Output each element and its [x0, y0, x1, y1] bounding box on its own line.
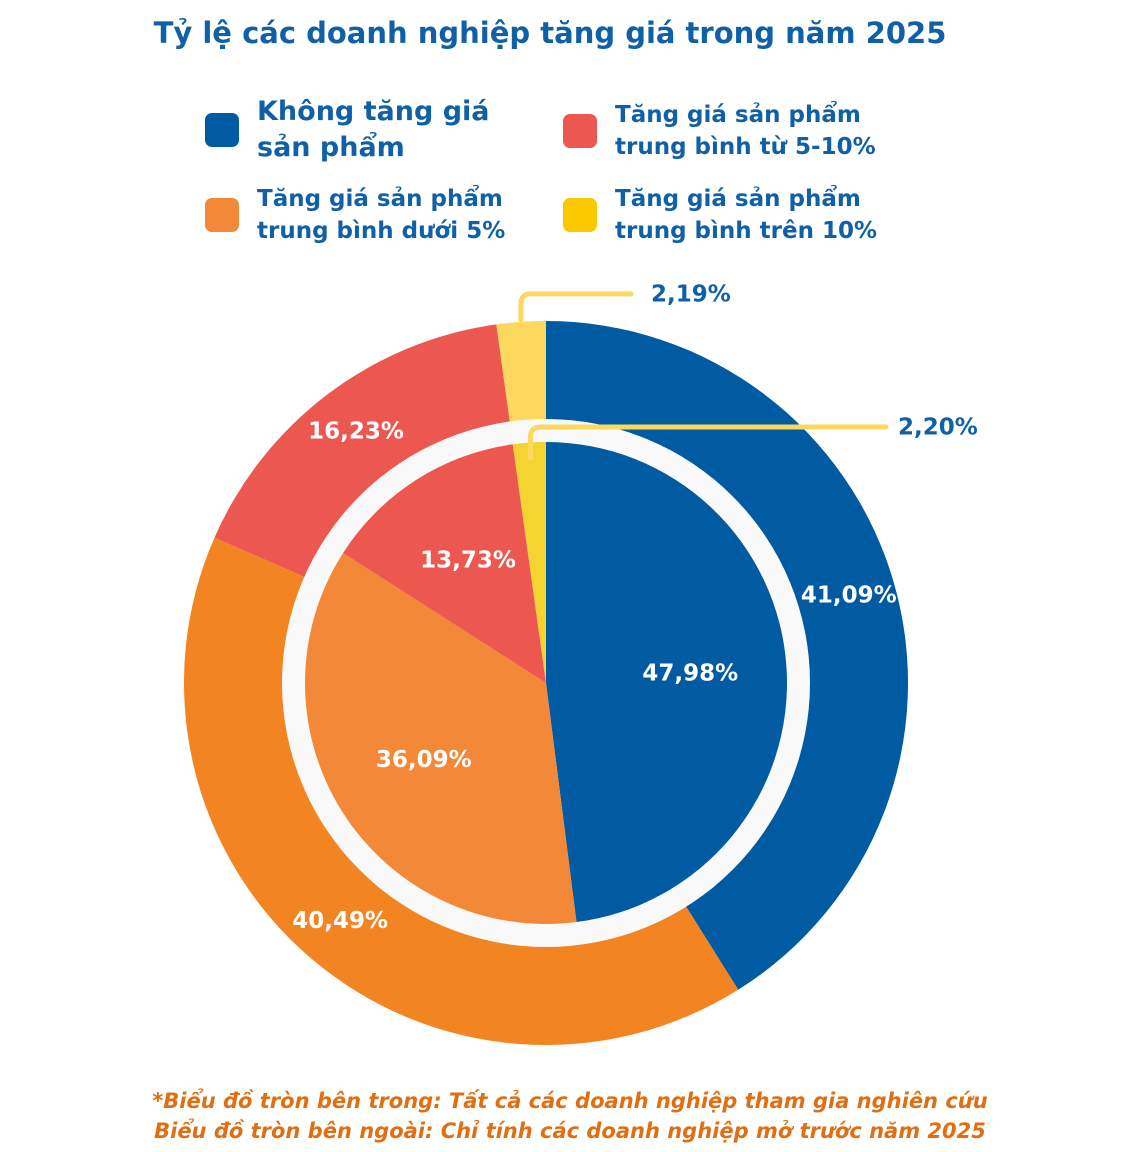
inner-label-0: 47,98% [642, 660, 738, 686]
footnote-outer: Biểu đồ tròn bên ngoài: Chỉ tính các doa… [154, 1119, 986, 1143]
inner-label-2: 13,73% [420, 548, 516, 574]
inner-slice-3 [512, 442, 546, 683]
inner-slice-2 [343, 444, 546, 683]
legend-swatch-red [563, 114, 597, 148]
inner-leader-line [527, 424, 889, 462]
inner-slice-1 [305, 552, 577, 924]
legend-swatch-orange [205, 198, 239, 232]
inner-slice-0 [546, 442, 788, 923]
outer-label-1: 40,49% [292, 908, 388, 934]
legend-item-over-10: Tăng giá sản phẩm trung bình trên 10% [563, 183, 877, 247]
outer-label-2: 16,23% [308, 418, 404, 444]
inner-label-3: 2,20% [898, 415, 978, 441]
chart-title: Tỷ lệ các doanh nghiệp tăng giá trong nă… [153, 16, 947, 50]
outer-label-0: 41,09% [801, 582, 897, 608]
legend-label-under-5: Tăng giá sản phẩm trung bình dưới 5% [257, 186, 506, 244]
legend-label-5-10: Tăng giá sản phẩm trung bình từ 5-10% [615, 102, 876, 160]
legend-item-no-increase: Không tăng giá sản phẩm [205, 94, 490, 166]
footnote-inner: *Biểu đồ tròn bên trong: Tất cả các doan… [152, 1089, 988, 1113]
outer-leader-line [518, 291, 634, 323]
legend-label-no-increase: Không tăng giá sản phẩm [257, 96, 490, 163]
legend-label-over-10: Tăng giá sản phẩm trung bình trên 10% [615, 186, 878, 244]
legend-swatch-yellow [563, 198, 597, 232]
legend-item-under-5: Tăng giá sản phẩm trung bình dưới 5% [205, 183, 505, 247]
outer-label-3: 2,19% [651, 281, 731, 307]
legend-item-5-10: Tăng giá sản phẩm trung bình từ 5-10% [563, 99, 876, 163]
inner-label-1: 36,09% [376, 747, 472, 773]
legend-swatch-blue [205, 113, 239, 147]
